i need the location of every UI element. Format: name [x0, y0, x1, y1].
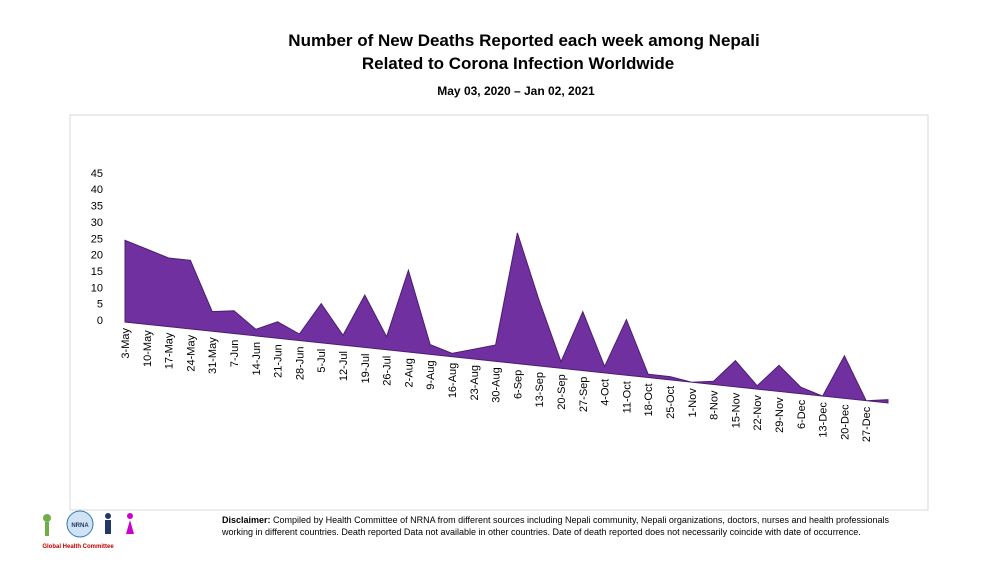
- x-tick-label: 6-Sep: [512, 370, 524, 399]
- x-tick-label: 13-Sep: [534, 372, 546, 407]
- logo-icon: [105, 513, 111, 519]
- logo-icon: [43, 514, 51, 522]
- x-tick-label: 22-Nov: [752, 395, 764, 431]
- x-tick-label: 31-May: [207, 337, 219, 374]
- chart-title: Related to Corona Infection Worldwide: [362, 54, 674, 73]
- logo: NRNA Global Health Committee: [42, 510, 134, 550]
- x-tick-label: 19-Jul: [360, 354, 372, 384]
- x-tick-label: 28-Jun: [294, 347, 306, 381]
- y-tick-label: 5: [97, 299, 103, 311]
- y-tick-label: 40: [91, 184, 103, 196]
- x-tick-label: 26-Jul: [382, 356, 394, 386]
- logo-globe: [66, 510, 94, 538]
- x-tick-label: 4-Oct: [600, 379, 612, 406]
- x-tick-label: 10-May: [142, 330, 154, 367]
- x-tick-label: 13-Dec: [818, 402, 830, 438]
- logo-caption: Global Health Committee: [42, 544, 114, 550]
- y-tick-label: 10: [91, 282, 103, 294]
- x-tick-label: 18-Oct: [643, 384, 655, 417]
- x-tick-label: 11-Oct: [621, 381, 633, 413]
- logo-icon: [105, 520, 111, 534]
- x-tick-label: 27-Dec: [861, 406, 873, 442]
- y-tick-label: 35: [91, 201, 103, 213]
- x-tick-label: 7-Jun: [229, 340, 241, 368]
- x-tick-label: 3-May: [120, 328, 132, 359]
- x-tick-label: 16-Aug: [447, 363, 459, 398]
- chart-title: Number of New Deaths Reported each week …: [288, 31, 759, 50]
- x-tick-label: 25-Oct: [665, 386, 677, 419]
- x-tick-label: 24-May: [185, 334, 197, 371]
- disclaimer: Disclaimer: Compiled by Health Committee…: [222, 514, 922, 538]
- chart-subtitle: May 03, 2020 – Jan 02, 2021: [437, 84, 595, 98]
- y-tick-label: 15: [91, 266, 103, 278]
- x-tick-label: 8-Nov: [709, 390, 721, 420]
- x-tick-label: 12-Jul: [338, 351, 350, 381]
- x-tick-label: 29-Nov: [774, 397, 786, 433]
- disclaimer-text: Compiled by Health Committee of NRNA fro…: [222, 515, 890, 537]
- disclaimer-label: Disclaimer:: [222, 515, 271, 525]
- logo-icon: [126, 520, 134, 534]
- y-tick-label: 20: [91, 250, 103, 262]
- area: [124, 232, 889, 404]
- x-tick-label: 14-Jun: [251, 342, 263, 376]
- x-tick-label: 9-Aug: [425, 360, 437, 389]
- y-tick-label: 45: [91, 168, 103, 180]
- x-tick-label: 20-Sep: [556, 374, 568, 409]
- x-tick-label: 27-Sep: [578, 377, 590, 412]
- logo-icon: [45, 522, 49, 536]
- x-tick-label: 1-Nov: [687, 388, 699, 418]
- logo-badge: NRNA: [71, 523, 89, 529]
- x-tick-label: 15-Nov: [730, 392, 742, 428]
- logo-icon: [127, 513, 133, 519]
- x-tick-label: 5-Jul: [316, 349, 328, 373]
- x-tick-label: 2-Aug: [403, 358, 415, 387]
- x-tick-label: 30-Aug: [491, 367, 503, 402]
- y-tick-label: 30: [91, 217, 103, 229]
- x-tick-label: 17-May: [164, 332, 176, 369]
- x-tick-label: 20-Dec: [839, 404, 851, 440]
- y-tick-label: 25: [91, 233, 103, 245]
- y-tick-label: 0: [97, 315, 103, 327]
- x-tick-label: 21-Jun: [273, 344, 285, 378]
- x-tick-label: 6-Dec: [796, 399, 808, 429]
- x-tick-label: 23-Aug: [469, 365, 481, 400]
